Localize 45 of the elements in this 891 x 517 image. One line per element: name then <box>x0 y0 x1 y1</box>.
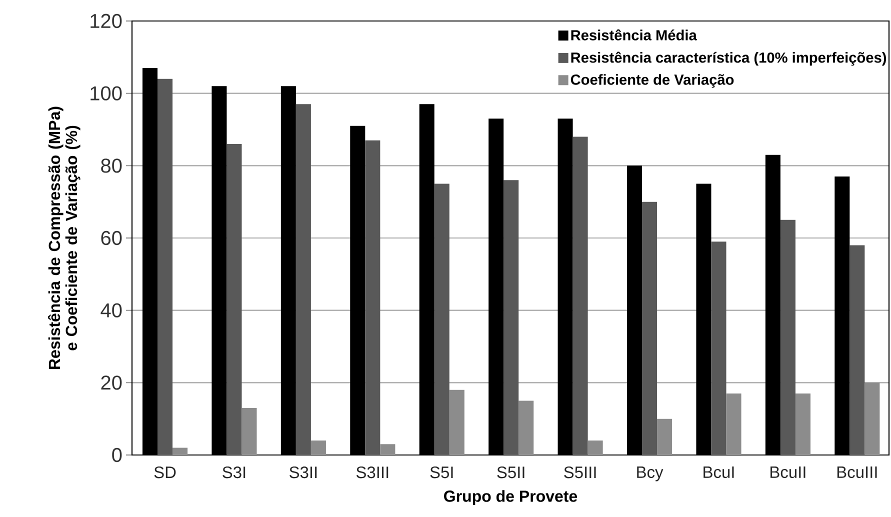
bar <box>226 144 242 455</box>
x-tick-label: S5I <box>430 466 453 478</box>
bar <box>172 448 188 455</box>
y-tick-label: 120 <box>90 14 122 28</box>
bar <box>780 220 796 455</box>
bar <box>642 202 658 455</box>
x-tick-label: S3II <box>290 466 317 478</box>
x-tick-label: S3I <box>222 466 246 478</box>
x-tick-label: BcuI <box>704 466 734 478</box>
bar <box>296 104 311 455</box>
y-tick-label: 80 <box>101 158 122 173</box>
x-tick-label: S5II <box>497 466 524 478</box>
y-tick-label: 100 <box>90 86 122 100</box>
y-axis-title: Resistência de Compressão (MPa) e Coeficiente de Variação (%) <box>48 106 80 369</box>
bar <box>434 184 450 455</box>
bar <box>711 242 726 455</box>
bar <box>726 394 742 455</box>
x-tick-label: S5III <box>564 466 596 478</box>
bar <box>310 440 326 455</box>
bar <box>795 394 810 455</box>
x-tick-label: S3III <box>356 466 388 478</box>
y-tick-label: 60 <box>101 230 122 246</box>
bar <box>850 245 865 455</box>
x-tick-label: SD <box>154 466 176 478</box>
bar <box>365 140 380 455</box>
y-tick-label: 0 <box>112 448 122 462</box>
legend-label: Resistência Média <box>571 29 697 40</box>
bar <box>504 180 519 455</box>
bar <box>518 400 534 455</box>
x-tick-label: BcuIII <box>837 466 877 478</box>
x-tick-label: Bcy <box>637 466 664 482</box>
bar <box>158 78 173 455</box>
bar <box>449 390 464 455</box>
legend-label: Coeficiente de Variação <box>570 74 734 88</box>
x-tick-label: BcuII <box>770 466 806 478</box>
y-tick-label: 20 <box>101 376 122 390</box>
bar <box>657 418 672 455</box>
bar <box>242 408 257 455</box>
y-tick-label: 40 <box>100 303 122 318</box>
legend-label: Resistência característica (10% imperfeições) <box>571 52 886 66</box>
bar <box>588 440 603 455</box>
bar <box>572 136 588 455</box>
bar <box>864 382 880 455</box>
bar <box>380 444 396 455</box>
x-axis-title: Grupo de Provete <box>444 490 578 506</box>
